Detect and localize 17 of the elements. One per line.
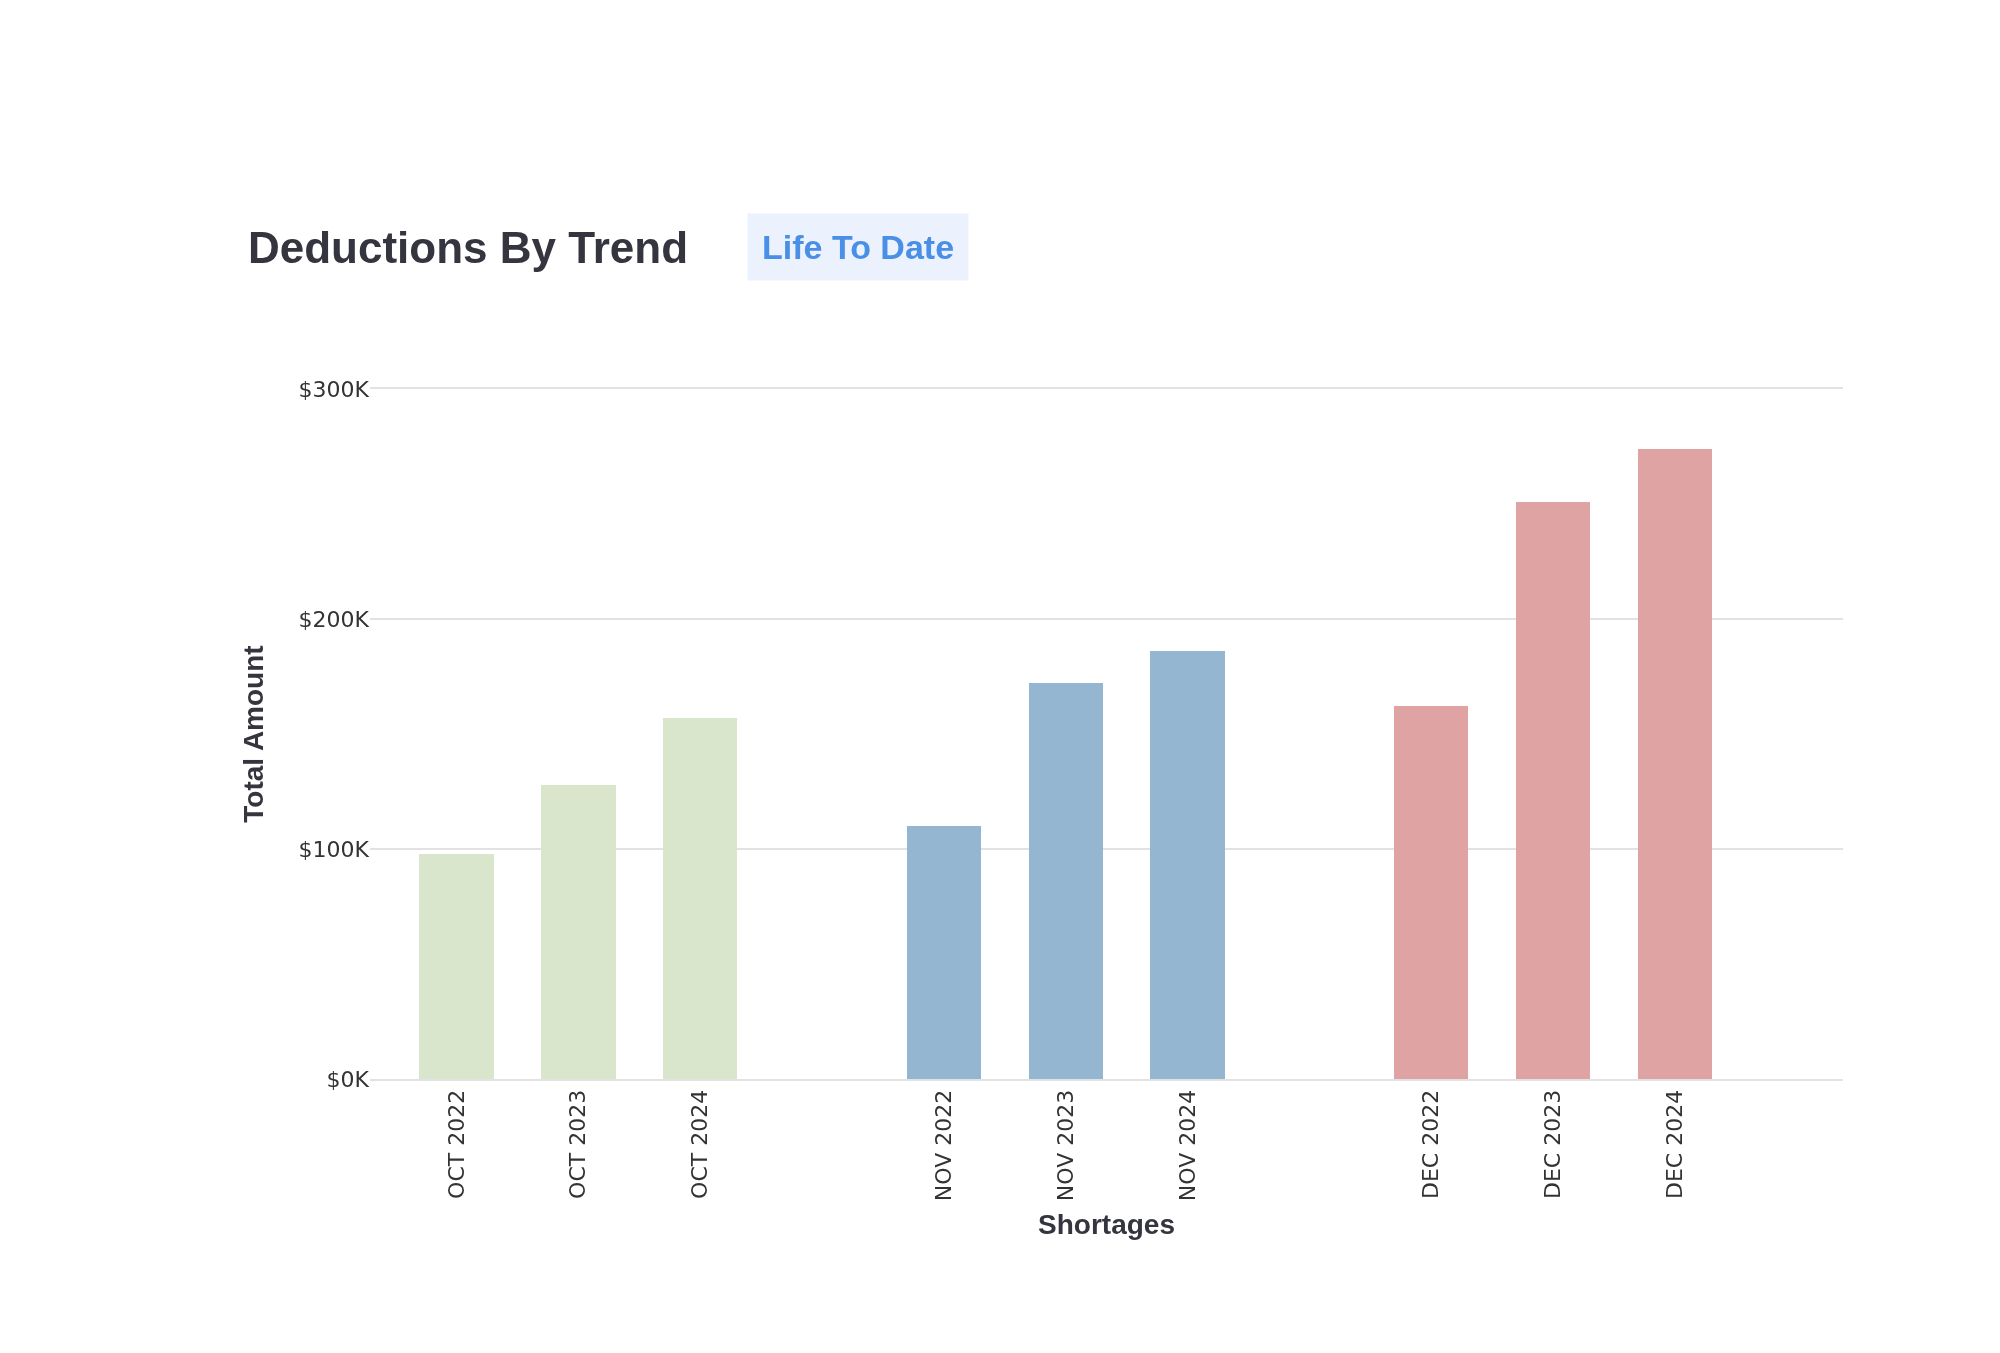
x-tick-label: DEC 2024 <box>1662 1089 1688 1199</box>
x-tick-label: DEC 2022 <box>1418 1089 1444 1199</box>
y-tick-label: $100K <box>298 836 370 862</box>
x-tick-label: OCT 2023 <box>565 1089 591 1199</box>
x-tick-label: OCT 2022 <box>443 1089 469 1199</box>
y-axis-title: Total Amount <box>238 645 270 823</box>
y-tick-label: $300K <box>298 376 370 402</box>
chart-subtitle: Life To Date <box>762 228 955 266</box>
chart-title: Deductions By Trend <box>248 223 689 273</box>
x-tick-label: OCT 2024 <box>687 1089 713 1199</box>
x-tick-label: NOV 2023 <box>1052 1089 1078 1202</box>
x-tick-label: NOV 2024 <box>1174 1089 1200 1202</box>
x-axis-title: Shortages <box>1038 1208 1175 1240</box>
x-tick-label: NOV 2022 <box>931 1089 956 1202</box>
y-tick-label: $0K <box>326 1066 370 1092</box>
y-tick-label: $200K <box>298 606 370 632</box>
x-tick-label: DEC 2023 <box>1540 1089 1566 1199</box>
